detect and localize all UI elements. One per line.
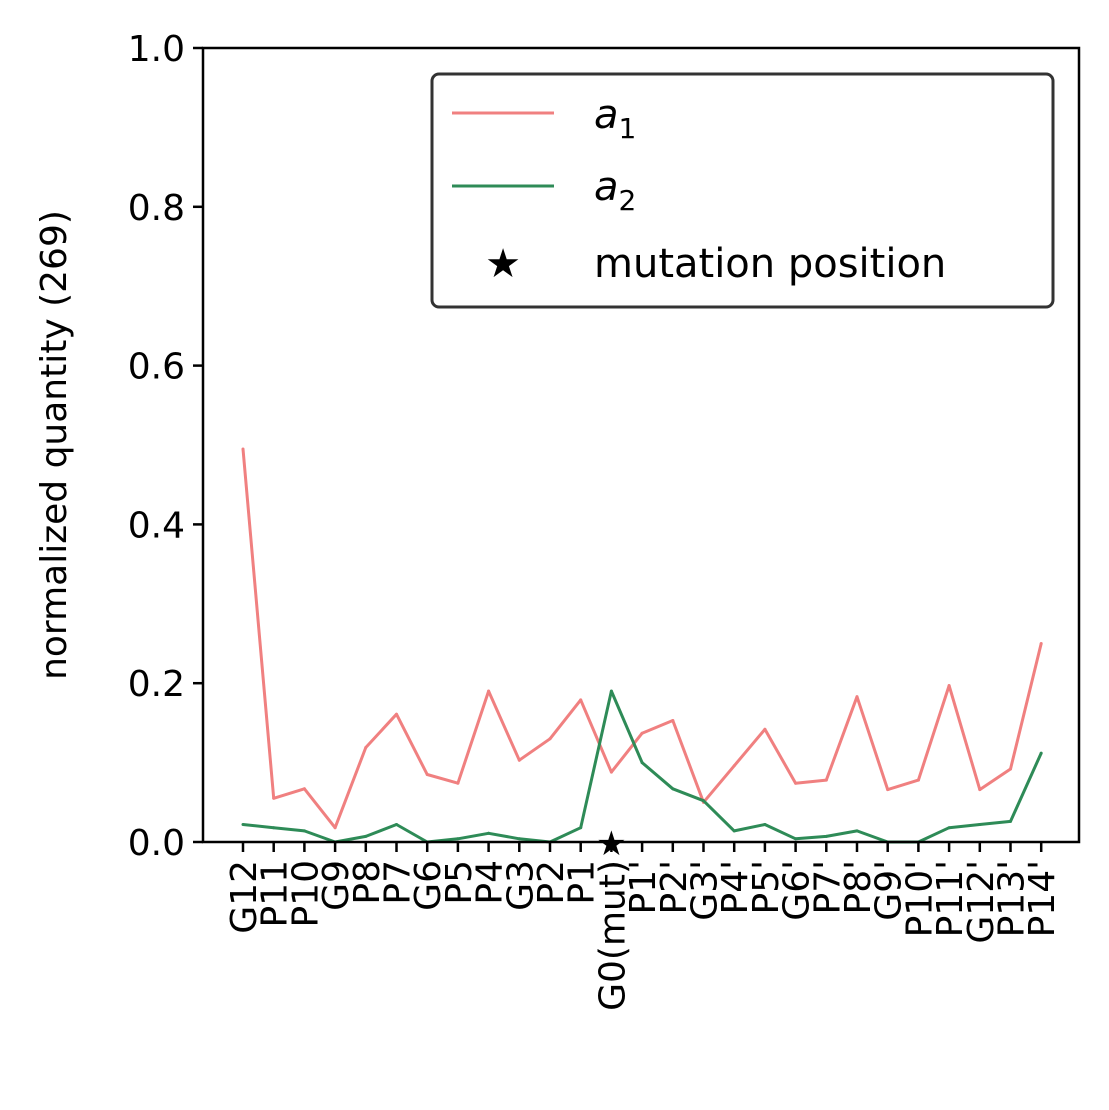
x-tick-label: P10': [899, 860, 940, 937]
data-point-a1-0: [241, 447, 245, 451]
x-tick-label: P4': [715, 860, 756, 915]
data-point-a2-24: [978, 823, 982, 826]
data-point-a2-13: [640, 761, 644, 765]
y-tick-label: 0.2: [128, 664, 185, 705]
x-tick-label: P8: [347, 860, 388, 905]
x-tick-label: P7': [807, 860, 848, 915]
data-point-a1-22: [916, 778, 920, 782]
data-point-a1-11: [579, 698, 583, 702]
data-point-a2-4: [364, 834, 368, 838]
x-tick-label: P4: [470, 860, 511, 905]
data-point-a1-13: [640, 731, 644, 735]
data-point-a2-23: [947, 826, 951, 830]
legend-label-a1: a1: [594, 92, 636, 145]
data-point-a2-7: [456, 837, 460, 841]
legend-frame: [430, 72, 1055, 309]
data-point-a2-15: [702, 799, 705, 803]
x-tick-label: P8': [838, 860, 879, 915]
legend: a1 a2 ★ mutation position: [430, 72, 1055, 309]
x-tick-label: P10: [285, 860, 326, 928]
x-tick-label: P5': [746, 860, 787, 915]
data-point-a1-26: [1039, 642, 1043, 645]
x-tick-label: G0(mut): [592, 860, 633, 1011]
x-tick-label: G9': [869, 860, 910, 921]
x-tick-label: P7: [378, 860, 419, 905]
data-point-a1-17: [763, 727, 767, 731]
x-tick-label: G9: [316, 860, 357, 911]
data-point-a2-8: [487, 831, 491, 835]
data-point-a1-6: [425, 773, 429, 776]
x-tick-label: G12': [961, 860, 1002, 944]
y-tick-label: 0.8: [128, 188, 185, 229]
data-point-a1-10: [548, 737, 552, 741]
y-tick-label: 0.6: [128, 347, 185, 388]
data-point-a1-14: [671, 719, 675, 722]
data-point-a1-4: [364, 746, 368, 749]
data-point-a1-25: [1009, 767, 1012, 771]
x-tick-label: P14': [1022, 860, 1063, 937]
x-tick-label: G12: [224, 860, 265, 934]
legend-a1-subscript: 1: [619, 112, 637, 145]
x-tick-label: G3': [685, 860, 726, 921]
x-tick-label: P11': [930, 860, 971, 937]
data-point-a2-18: [794, 837, 798, 841]
data-point-a1-16: [732, 764, 736, 768]
data-point-a1-5: [395, 712, 398, 716]
data-point-a1-8: [487, 689, 491, 693]
data-point-a1-20: [855, 695, 859, 699]
legend-swatch-mutation-star: ★: [485, 241, 521, 287]
legend-a2-subscript: 2: [619, 184, 637, 217]
data-point-a1-9: [517, 758, 521, 762]
x-tick-label: P2: [531, 860, 572, 905]
data-point-a1-23: [947, 684, 951, 688]
x-tick-label: P2': [654, 860, 695, 915]
y-tick-label: 1.0: [128, 29, 185, 70]
y-axis: 0.0 0.2 0.4 0.6 0.8 1.0: [128, 29, 203, 864]
data-point-a2-12: [609, 689, 613, 693]
data-point-a2-5: [395, 823, 398, 826]
data-point-a1-1: [272, 796, 276, 800]
data-point-a2-25: [1009, 819, 1012, 823]
data-point-a2-1: [272, 826, 276, 830]
y-tick-label: 0.4: [128, 505, 185, 546]
x-tick-label: P5: [439, 860, 480, 905]
data-point-a1-12: [609, 770, 613, 774]
data-point-a1-21: [886, 788, 890, 792]
x-tick-label: G6: [408, 860, 449, 911]
data-point-a2-14: [671, 787, 675, 791]
x-tick-label: P13': [992, 860, 1033, 937]
data-point-a2-11: [579, 826, 583, 830]
legend-label-mutation-position: mutation position: [594, 241, 946, 287]
y-tick-label: 0.0: [128, 823, 185, 864]
data-point-a1-7: [456, 781, 460, 785]
x-tick-label: G6': [777, 860, 818, 921]
data-point-a1-24: [978, 788, 982, 792]
x-axis: G12P11P10G9P8P7G6P5P4G3P2P1G0(mut)P1'P2'…: [224, 842, 1063, 1011]
legend-a2-symbol: a: [594, 164, 619, 210]
data-point-a2-19: [824, 834, 828, 838]
data-point-a2-16: [732, 829, 736, 833]
y-axis-label: normalized quantity (269): [34, 210, 75, 680]
legend-a1-symbol: a: [594, 92, 619, 138]
x-tick-label: P1': [623, 860, 664, 915]
data-point-a1-19: [824, 778, 828, 782]
x-tick-label: G3: [500, 860, 541, 911]
data-point-a2-26: [1039, 751, 1043, 755]
data-point-a2-17: [763, 823, 767, 826]
data-point-a1-2: [302, 787, 306, 791]
data-point-a2-0: [241, 823, 245, 826]
data-point-a1-3: [333, 826, 337, 830]
data-point-a1-18: [794, 781, 798, 785]
data-point-a2-20: [855, 829, 859, 833]
data-point-a2-9: [517, 837, 521, 841]
x-tick-label: P11: [255, 860, 296, 928]
data-point-a2-2: [302, 829, 306, 833]
x-tick-label: P1: [562, 860, 603, 905]
legend-label-a2: a2: [594, 164, 636, 217]
